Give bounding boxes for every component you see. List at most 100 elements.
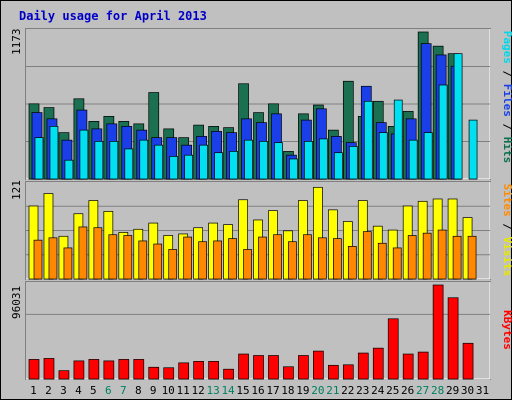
x-tick-label: 16: [251, 384, 264, 397]
sites-bar: [78, 226, 88, 280]
pages-bar: [34, 137, 44, 180]
pages-bar: [109, 141, 119, 180]
kbytes-bar: [268, 355, 279, 380]
sites-bar: [228, 238, 237, 280]
kbytes-bar: [328, 364, 339, 380]
x-tick-label: 1: [30, 384, 37, 397]
legend-part: Hits: [501, 137, 512, 164]
legend-part: Files: [501, 84, 512, 117]
kbytes-bar: [58, 370, 70, 380]
sites-bar: [48, 237, 58, 280]
pages-bar: [334, 152, 343, 180]
x-tick-label: 2: [45, 384, 52, 397]
x-tick-label: 30: [461, 384, 474, 397]
sites-bar: [303, 234, 312, 280]
sites-bar: [288, 241, 297, 280]
kbytes-bar: [193, 361, 204, 380]
hits-files-pages-panel: Pages / Files / Hits: [25, 28, 512, 180]
pages-bar: [214, 152, 223, 180]
sites-bar: [168, 249, 178, 280]
kbytes-bar: [28, 359, 40, 380]
kbytes-bar: [417, 351, 429, 380]
x-tick-label: 10: [162, 384, 175, 397]
pages-bar: [438, 84, 448, 180]
visits-bar: [238, 199, 248, 280]
x-tick-label: 8: [135, 384, 142, 397]
kbytes-bar: [208, 361, 219, 380]
chart-title: Daily usage for April 2013: [19, 9, 207, 23]
kbytes-bar: [372, 347, 384, 380]
axis-legend-label: KBytes: [501, 310, 512, 350]
x-tick-label: 22: [341, 384, 354, 397]
x-tick-label: 23: [356, 384, 369, 397]
x-tick-label: 18: [281, 384, 294, 397]
kbytes-bar: [253, 355, 264, 380]
x-tick-label: 14: [221, 384, 235, 397]
kbytes-bar: [462, 342, 474, 380]
sites-bar: [333, 238, 342, 280]
pages-bar: [408, 139, 418, 180]
x-tick-label: 28: [431, 384, 444, 397]
kbytes-bar: [103, 360, 115, 380]
x-tick-label: 15: [236, 384, 249, 397]
kbytes-bar: [432, 284, 444, 380]
sites-bar: [318, 237, 327, 280]
x-tick-label: 9: [150, 384, 157, 397]
pages-bar: [289, 158, 298, 180]
x-tick-label: 31: [476, 384, 489, 397]
legend-part: /: [501, 217, 512, 237]
pages-bar: [169, 156, 179, 180]
sites-bar: [347, 246, 357, 280]
legend-part: Visits: [501, 237, 512, 277]
visits-sites-panel: Sites / Visits: [25, 181, 512, 280]
pages-bar: [184, 154, 194, 180]
pages-bar: [259, 141, 268, 180]
x-tick-label: 25: [386, 384, 399, 397]
x-tick-label: 7: [120, 384, 127, 397]
kbytes-bar: [298, 355, 309, 380]
sites-bar: [153, 243, 163, 280]
kbytes-bar: [223, 368, 234, 380]
sites-bar: [198, 241, 207, 280]
x-tick-label: 11: [177, 384, 190, 397]
kbytes-bar: [283, 366, 294, 380]
kbytes-bar: [238, 353, 249, 380]
kbytes-max-label: 96031: [10, 286, 23, 319]
pages-bar: [79, 129, 89, 180]
kbytes-bar: [447, 297, 459, 380]
pages-bar: [304, 141, 313, 180]
x-tick-label: 4: [75, 384, 82, 397]
sites-bar: [392, 247, 402, 280]
pages-bar: [244, 139, 253, 180]
kbytes-bar: [88, 359, 100, 380]
sites-bar: [243, 249, 252, 280]
sites-bar: [108, 234, 118, 280]
pages-bar: [378, 132, 388, 180]
hits-files-pages-max-label: 1173: [10, 29, 23, 56]
pages-bar: [319, 138, 328, 180]
x-tick-label: 29: [446, 384, 459, 397]
pages-bar: [453, 53, 463, 180]
x-tick-label: 19: [296, 384, 309, 397]
sites-bar: [377, 242, 387, 280]
sites-bar: [183, 236, 193, 280]
sites-bar: [452, 235, 462, 280]
pages-bar: [124, 148, 134, 180]
pages-bar: [274, 142, 283, 180]
x-tick-label: 27: [416, 384, 429, 397]
axis-legend-label: Pages / Files / Hits: [501, 31, 512, 164]
pages-bar: [199, 144, 208, 180]
sites-bar: [138, 240, 148, 280]
pages-bar: [139, 139, 149, 180]
pages-bar: [64, 159, 74, 180]
kbytes-bar: [43, 358, 55, 380]
sites-bar: [213, 240, 222, 280]
kbytes-bar: [387, 318, 399, 380]
kbytes-bar: [148, 366, 160, 380]
x-tick-label: 12: [192, 384, 205, 397]
kbytes-bar: [357, 352, 369, 380]
kbytes-bar: [313, 350, 324, 380]
x-tick-label: 3: [60, 384, 67, 397]
visits-bar: [43, 193, 54, 280]
